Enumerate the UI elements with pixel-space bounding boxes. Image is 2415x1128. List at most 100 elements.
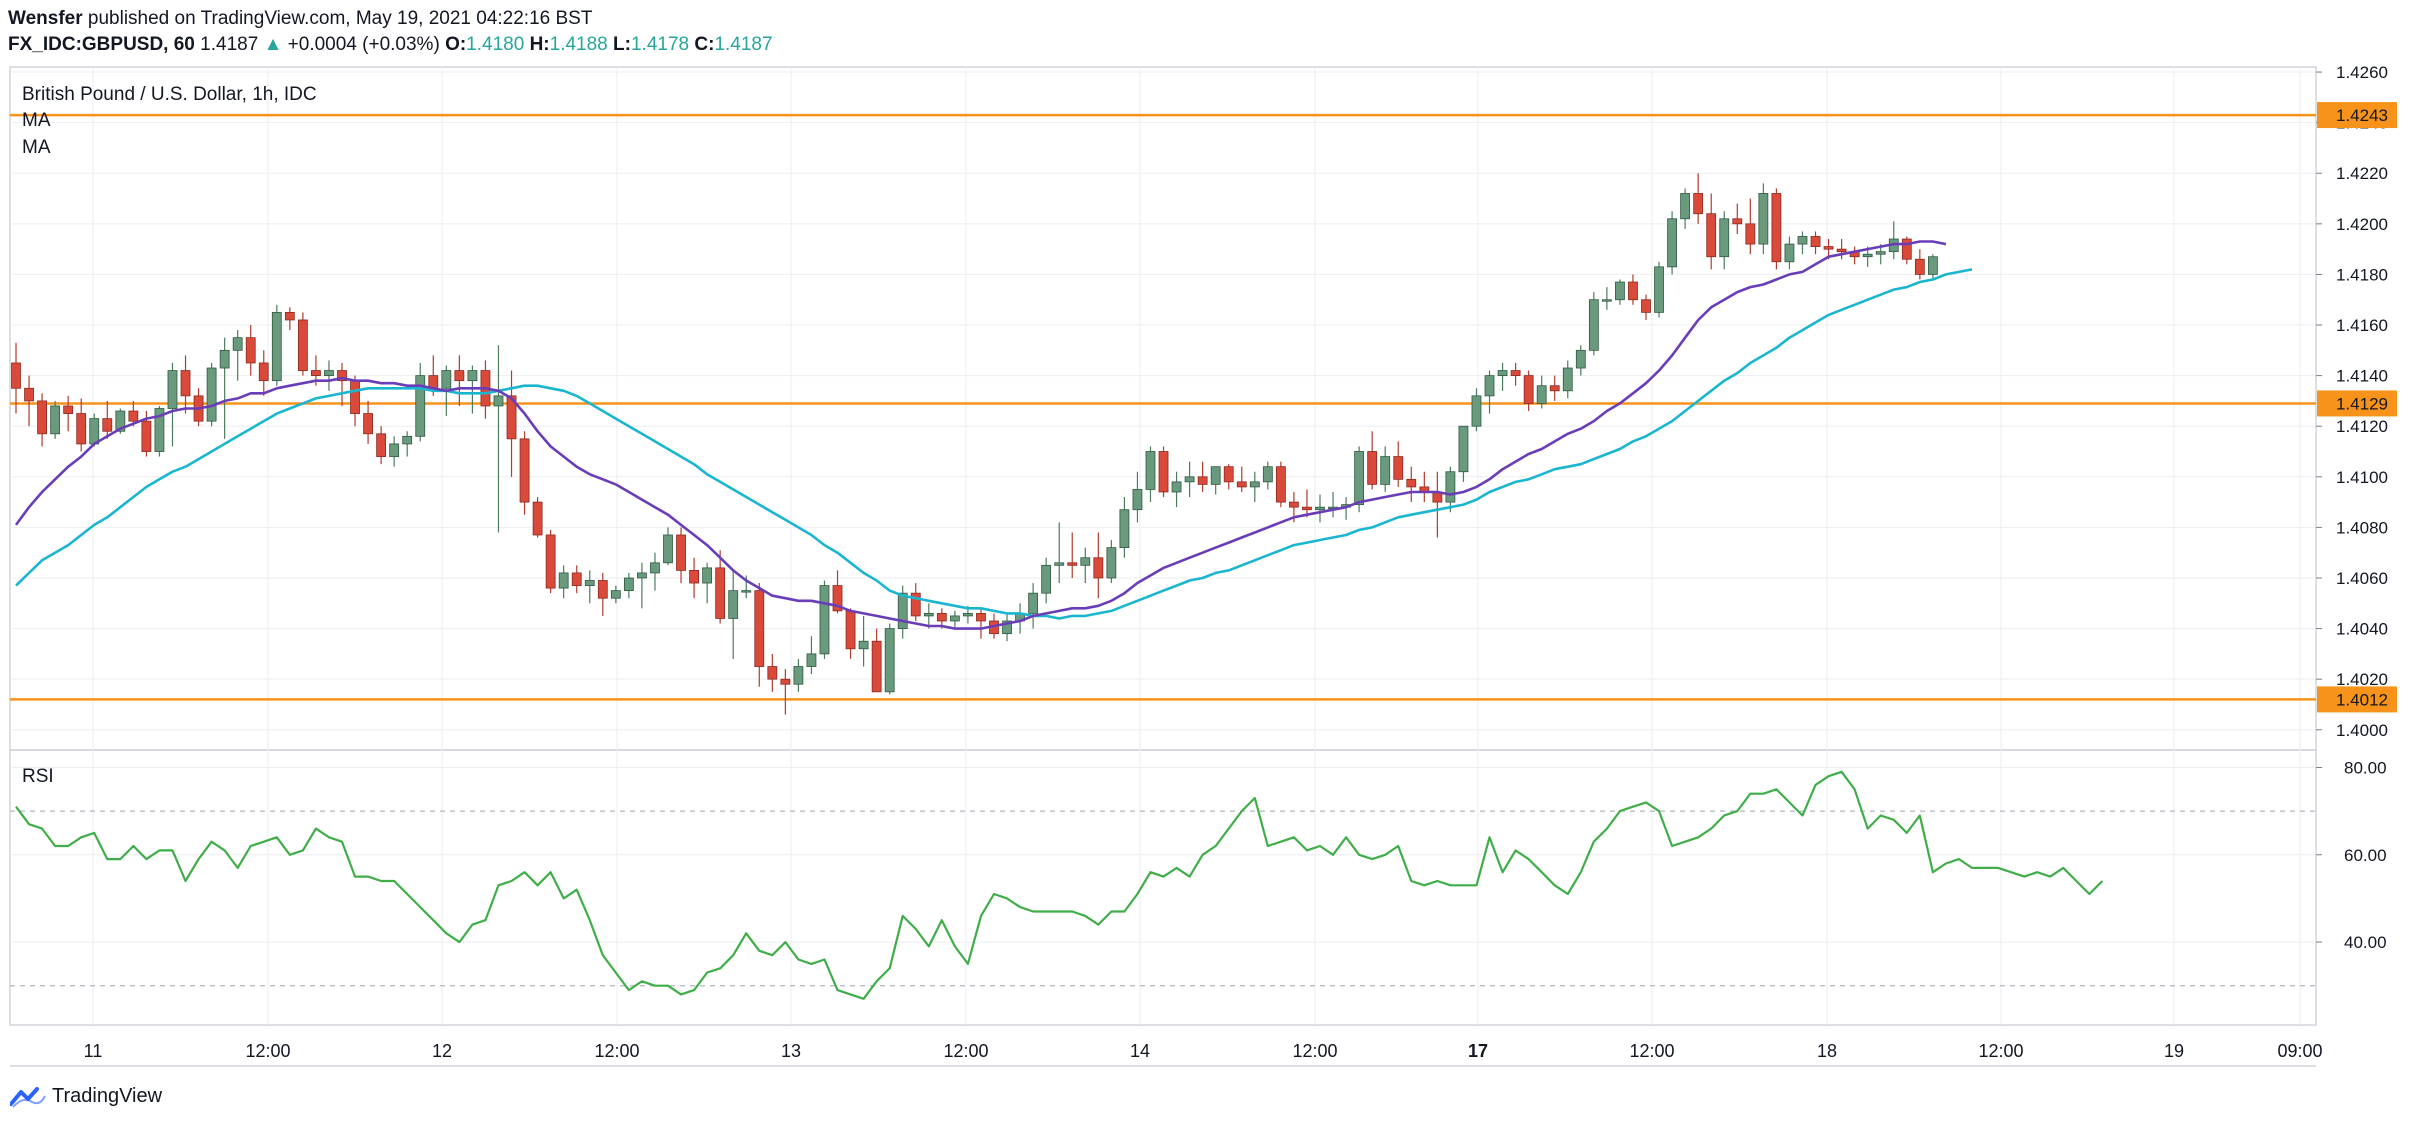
symbol-label[interactable]: FX_IDC:GBPUSD, 60 [8, 34, 195, 55]
time-tick-label: 09:00 [2277, 1041, 2322, 1061]
tradingview-brand[interactable]: TradingView [52, 1085, 163, 1107]
time-axis: 11 12:00 12 12:00 13 12:00 14 12:00 17 12:00 18 12:… [84, 1041, 2323, 1061]
candle-down [1523, 375, 1534, 404]
candle-up [1497, 370, 1508, 377]
candle-up [1797, 236, 1808, 245]
candle-up [1601, 299, 1612, 302]
candle-up [897, 592, 908, 629]
candle-up [623, 577, 634, 592]
level-price-label: 1.4012 [2336, 690, 2388, 709]
candle-up [1784, 243, 1795, 263]
candle-up [637, 572, 647, 579]
price-change: +0.0004 (+0.03%) [287, 34, 440, 55]
rsi-axis: 40.00 60.00 80.00 [2316, 758, 2387, 952]
candle-up [1875, 251, 1886, 255]
price-tick-label: 1.4040 [2336, 620, 2388, 639]
price-tick-label: 1.4200 [2336, 215, 2388, 234]
candle-down [63, 405, 74, 414]
time-tick-label: 12:00 [1292, 1041, 1337, 1061]
author-name[interactable]: Wensfer [8, 8, 83, 29]
time-tick-label: 13 [781, 1041, 801, 1061]
candle-down [1289, 501, 1299, 508]
candle-up [949, 615, 960, 622]
high-label: H: [529, 34, 550, 55]
close-value: 1.4187 [714, 34, 773, 55]
candle-down [1367, 451, 1378, 485]
publish-text: published on TradingView.com, May 19, 20… [87, 8, 593, 29]
candle-down [571, 572, 582, 586]
price-tick-label: 1.4080 [2336, 518, 2388, 537]
low-value: 1.4178 [630, 34, 690, 55]
rsi-tick-label: 60.00 [2344, 846, 2387, 865]
candle-down [1302, 506, 1312, 511]
candle-up [206, 367, 217, 422]
quote-line: FX_IDC:GBPUSD, 60 1.4187 ▲ +0.0004 (+0.0… [8, 32, 773, 58]
time-tick-label: 11 [84, 1041, 103, 1061]
grid-lines [10, 67, 2316, 1025]
candlestick-series [11, 173, 1938, 715]
candle-down [689, 569, 699, 584]
candle-down [76, 413, 87, 445]
rsi-tick-label: 40.00 [2344, 933, 2387, 952]
time-tick-label: 12:00 [1629, 1041, 1674, 1061]
ma-fast-legend[interactable]: MA [22, 110, 51, 131]
high-value: 1.4188 [549, 34, 608, 55]
candle-down [910, 592, 921, 617]
level-price-badge [2317, 390, 2397, 417]
candle-down [532, 501, 543, 536]
ma-slow-legend[interactable]: MA [22, 137, 51, 158]
candle-down [1275, 466, 1286, 503]
time-tick-label: 12:00 [245, 1041, 290, 1061]
candle-down [37, 400, 47, 435]
candle-down [506, 395, 517, 440]
candle-up [1380, 456, 1391, 485]
price-tick-label: 1.4020 [2336, 670, 2388, 689]
horizontal-levels [10, 113, 2316, 701]
candle-down [754, 590, 765, 667]
candle-down [363, 413, 373, 435]
time-tick-label: 12:00 [594, 1041, 639, 1061]
candle-up [1145, 451, 1156, 490]
candle-down [245, 337, 256, 364]
candle-up [167, 370, 178, 409]
candle-up [89, 418, 100, 445]
candle-down [1901, 238, 1912, 260]
candle-down [1158, 451, 1169, 493]
candle-up [324, 370, 334, 377]
candle-up [1758, 193, 1769, 245]
candle-down [102, 418, 113, 432]
candle-up [389, 443, 400, 457]
candle-up [1249, 481, 1260, 488]
publish-line: Wensfer published on TradingView.com, Ma… [8, 6, 773, 32]
candle-down [1732, 218, 1743, 225]
level-price-label: 1.4243 [2336, 106, 2388, 125]
up-arrow-icon: ▲ [263, 34, 283, 55]
candle-up [1927, 256, 1938, 275]
candle-up [1654, 266, 1664, 313]
candle-down [545, 534, 556, 589]
candle-up [271, 311, 282, 382]
tradingview-logo-icon[interactable] [10, 1086, 46, 1108]
candle-up [1054, 562, 1065, 566]
candle-up [963, 613, 973, 617]
candle-down [1236, 481, 1247, 488]
candle-up [610, 590, 621, 599]
rsi-tick-label: 80.00 [2344, 758, 2387, 777]
moving-averages [14, 240, 1973, 630]
rsi-legend[interactable]: RSI [22, 766, 54, 787]
candle-up [884, 628, 895, 693]
level-price-badge [2317, 102, 2397, 129]
candle-up [115, 410, 126, 432]
candle-down [24, 387, 34, 402]
candle-up [1588, 299, 1599, 351]
time-tick-label: 17 [1468, 1041, 1488, 1061]
candle-up [1002, 620, 1012, 635]
candle-up [402, 435, 413, 445]
candle-up [1184, 476, 1195, 483]
rsi-line [15, 770, 2104, 1000]
time-tick-label: 14 [1130, 1041, 1150, 1061]
series-title[interactable]: British Pound / U.S. Dollar, 1h, IDC [22, 84, 317, 105]
time-tick-label: 12 [432, 1041, 452, 1061]
level-price-label: 1.4129 [2336, 394, 2388, 413]
